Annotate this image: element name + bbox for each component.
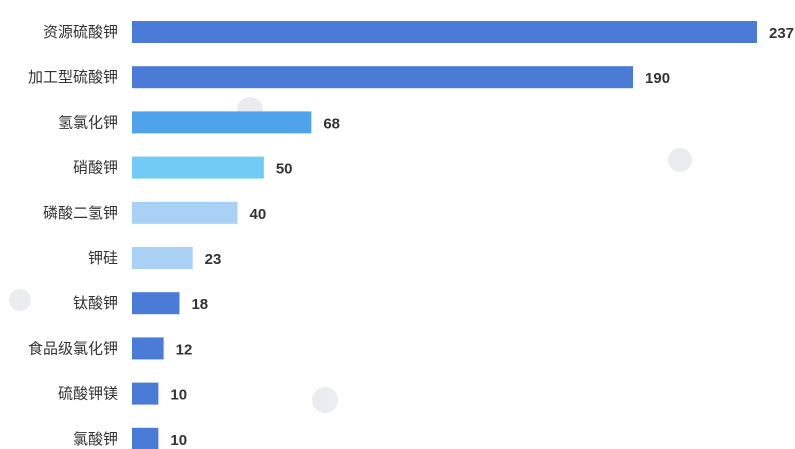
bars-group [132, 21, 757, 449]
category-label: 硝酸钾 [73, 159, 118, 177]
value-label: 40 [249, 206, 266, 223]
bar [132, 201, 238, 224]
value-label: 190 [645, 70, 670, 87]
watermark-logo-icon [668, 148, 692, 172]
bar [132, 156, 264, 179]
category-label: 食品级氯化钾 [28, 339, 118, 357]
category-label: 钾硅 [88, 249, 118, 267]
bar [132, 292, 180, 315]
category-labels-group: 资源硫酸钾加工型硫酸钾氢氯化钾硝酸钾磷酸二氢钾钾硅钛酸钾食品级氯化钾硫酸钾镁氯酸… [28, 23, 118, 448]
bar [132, 21, 757, 43]
value-label: 50 [276, 161, 293, 178]
category-label: 钛酸钾 [73, 294, 118, 312]
category-label: 磷酸二氢钾 [43, 204, 118, 222]
value-label: 237 [769, 25, 794, 42]
watermark-logo-icon [312, 387, 338, 413]
bar [132, 337, 164, 360]
watermark-logo-icon [9, 289, 31, 311]
value-label: 23 [205, 251, 222, 268]
value-label: 10 [170, 432, 187, 449]
bar [132, 382, 159, 405]
bar [132, 247, 193, 269]
category-label: 硫酸钾镁 [58, 385, 118, 403]
bar [132, 111, 312, 134]
value-label: 12 [176, 341, 193, 358]
value-label: 68 [323, 115, 340, 132]
value-label: 10 [170, 387, 187, 404]
bar [132, 427, 159, 449]
value-label: 18 [191, 296, 208, 313]
bar [132, 66, 634, 89]
category-label: 加工型硫酸钾 [28, 68, 118, 86]
category-label: 氯酸钾 [73, 430, 118, 448]
value-labels-group: 237 190 68 50 40 23 18 12 10 10 [170, 25, 794, 449]
category-label: 资源硫酸钾 [43, 23, 118, 41]
category-label: 氢氯化钾 [58, 113, 118, 131]
